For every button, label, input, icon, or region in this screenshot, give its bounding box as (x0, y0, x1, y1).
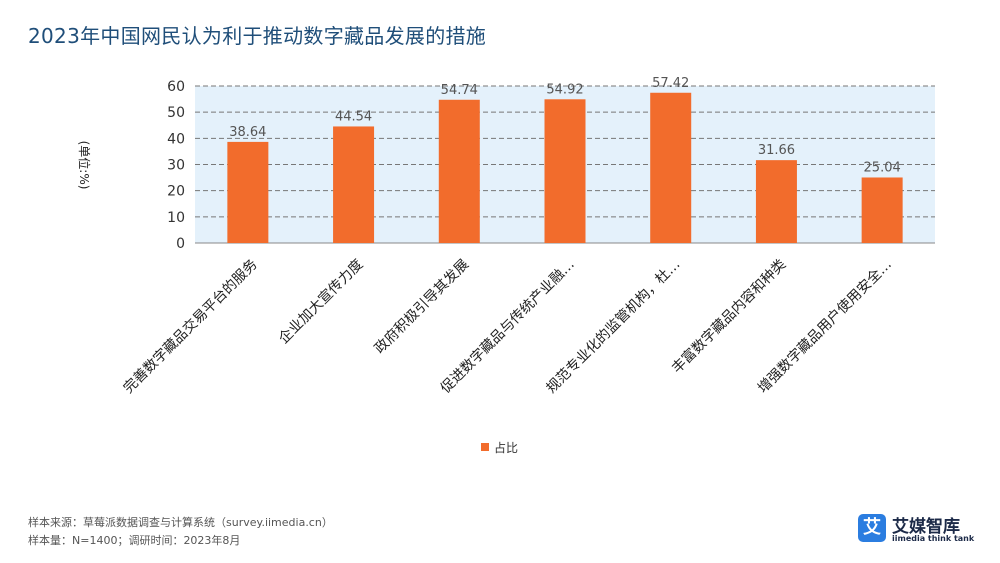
y-tick-label: 50 (167, 105, 185, 121)
chart-title: 2023年中国网民认为利于推动数字藏品发展的措施 (28, 24, 487, 48)
value-label: 54.74 (441, 83, 478, 98)
value-label: 44.54 (335, 109, 372, 124)
y-tick-label: 20 (167, 184, 185, 200)
value-label: 57.42 (652, 76, 689, 91)
value-label: 38.64 (229, 125, 266, 140)
x-tick-label: 政府积极引导其发展 (372, 257, 472, 357)
bar (650, 92, 692, 243)
y-tick-labels: 0 10 20 30 40 50 60 (167, 79, 185, 252)
bar (755, 160, 797, 243)
bar (544, 99, 586, 243)
footer-source: 样本来源：草莓派数据调查与计算系统（survey.iimedia.cn） (28, 516, 333, 529)
logo-icon: 艾 (858, 514, 886, 542)
bar (227, 141, 269, 243)
bars (227, 92, 903, 243)
value-label: 31.66 (758, 143, 795, 158)
legend-label: 占比 (494, 440, 518, 455)
x-tick-label: 完善数字藏品交易平台的服务 (120, 256, 261, 397)
y-axis-label: (单位:%) (77, 141, 92, 190)
x-tick-label: 企业加大宣传力度 (275, 256, 366, 347)
legend-swatch (481, 443, 489, 451)
x-tick-labels: 完善数字藏品交易平台的服务 企业加大宣传力度 政府积极引导其发展促进数字藏品与传统产… (120, 256, 895, 397)
y-tick-label: 30 (167, 158, 185, 174)
value-label: 54.92 (546, 82, 583, 97)
logo-name: 艾媒智库 (892, 517, 960, 537)
bar (861, 177, 903, 243)
y-tick-label: 60 (167, 79, 185, 95)
footer-sample: 样本量：N=1400；调研时间：2023年8月 (28, 534, 241, 547)
x-tick-label: 丰富数字藏品内容和种类 (668, 256, 789, 377)
bar (333, 126, 375, 243)
bar (438, 99, 480, 243)
y-tick-label: 0 (176, 236, 185, 252)
value-label: 25.04 (864, 160, 901, 175)
value-labels: 38.64 44.54 54.74 54.92 57.42 31.66 25.04 (229, 76, 901, 176)
y-tick-label: 10 (167, 210, 185, 226)
y-tick-label: 40 (167, 131, 185, 147)
logo-subtitle: iimedia think tank (892, 534, 975, 543)
brand-logo: 艾 艾媒智库 iimedia think tank (858, 512, 978, 548)
bar-chart: 38.64 44.54 54.74 54.92 57.42 31.66 25.04 0 10 2… (77, 76, 935, 455)
